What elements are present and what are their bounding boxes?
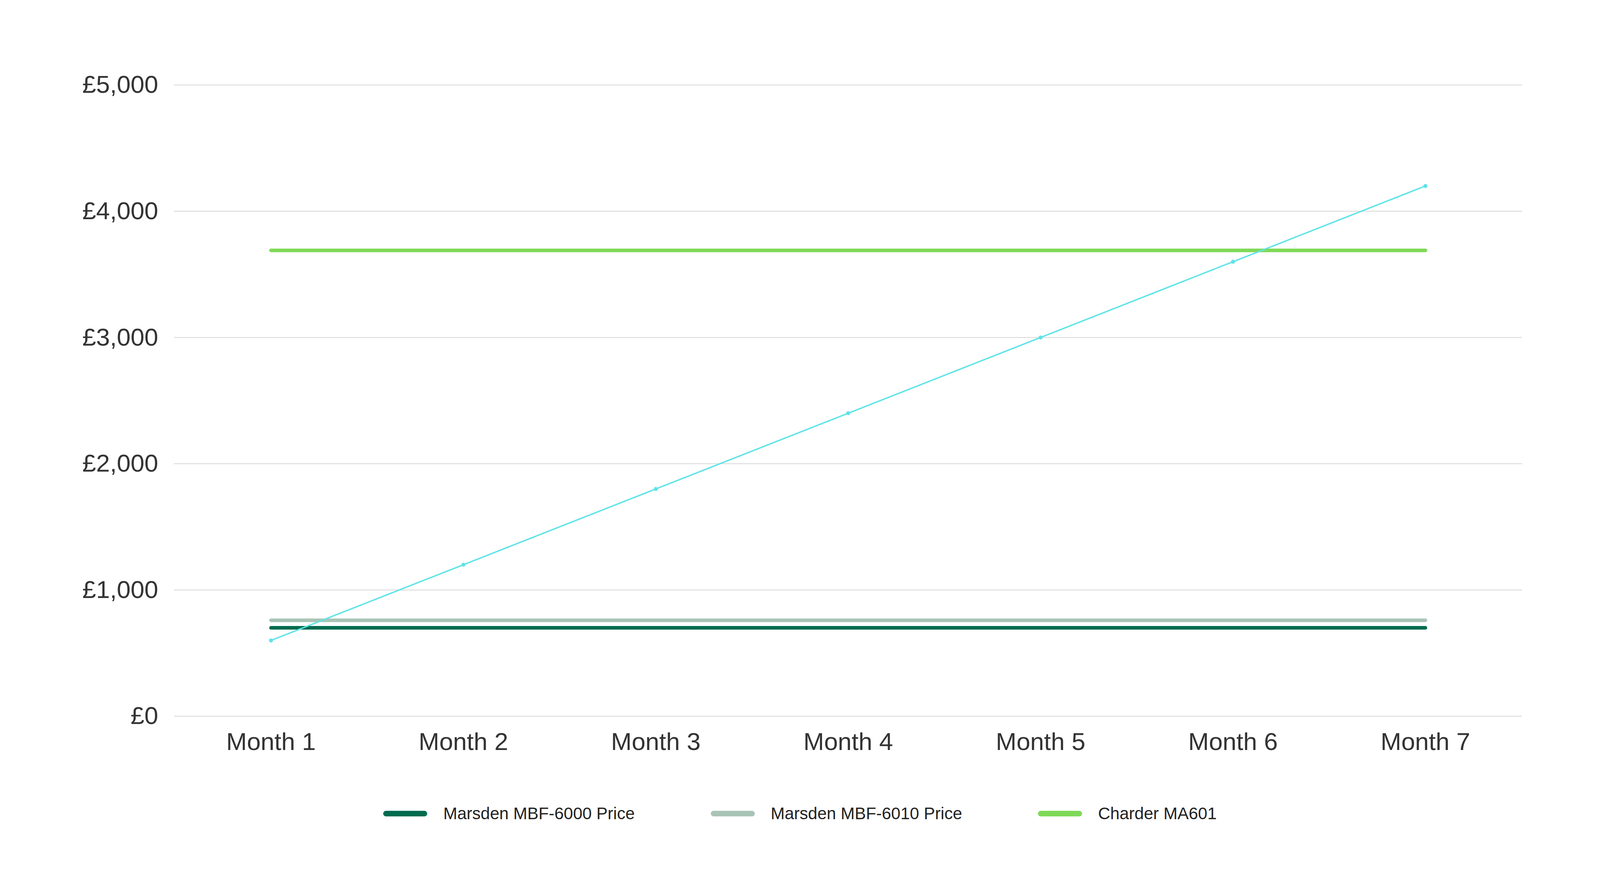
svg-text:Month 5: Month 5 [995, 727, 1086, 756]
svg-text:£5,000: £5,000 [82, 70, 159, 98]
svg-text:Month 4: Month 4 [803, 727, 893, 756]
html-text:Charder MA601: Charder MA601 [1098, 804, 1217, 823]
svg-text:£3,000: £3,000 [82, 323, 159, 351]
svg-text:Month 6: Month 6 [1188, 727, 1278, 756]
svg-text:Month 1: Month 1 [226, 727, 316, 756]
svg-text:Month 7: Month 7 [1380, 727, 1470, 756]
html-text:Marsden MBF-6000 Price: Marsden MBF-6000 Price [443, 804, 635, 823]
svg-text:£2,000: £2,000 [82, 449, 159, 477]
html-text:Marsden MBF-6010 Price: Marsden MBF-6010 Price [770, 804, 963, 823]
svg-text:Month 3: Month 3 [610, 727, 701, 756]
svg-text:£4,000: £4,000 [82, 196, 159, 225]
svg-text:Month 2: Month 2 [418, 727, 508, 756]
svg-text:£0: £0 [130, 701, 159, 730]
svg-text:£1,000: £1,000 [82, 575, 159, 604]
